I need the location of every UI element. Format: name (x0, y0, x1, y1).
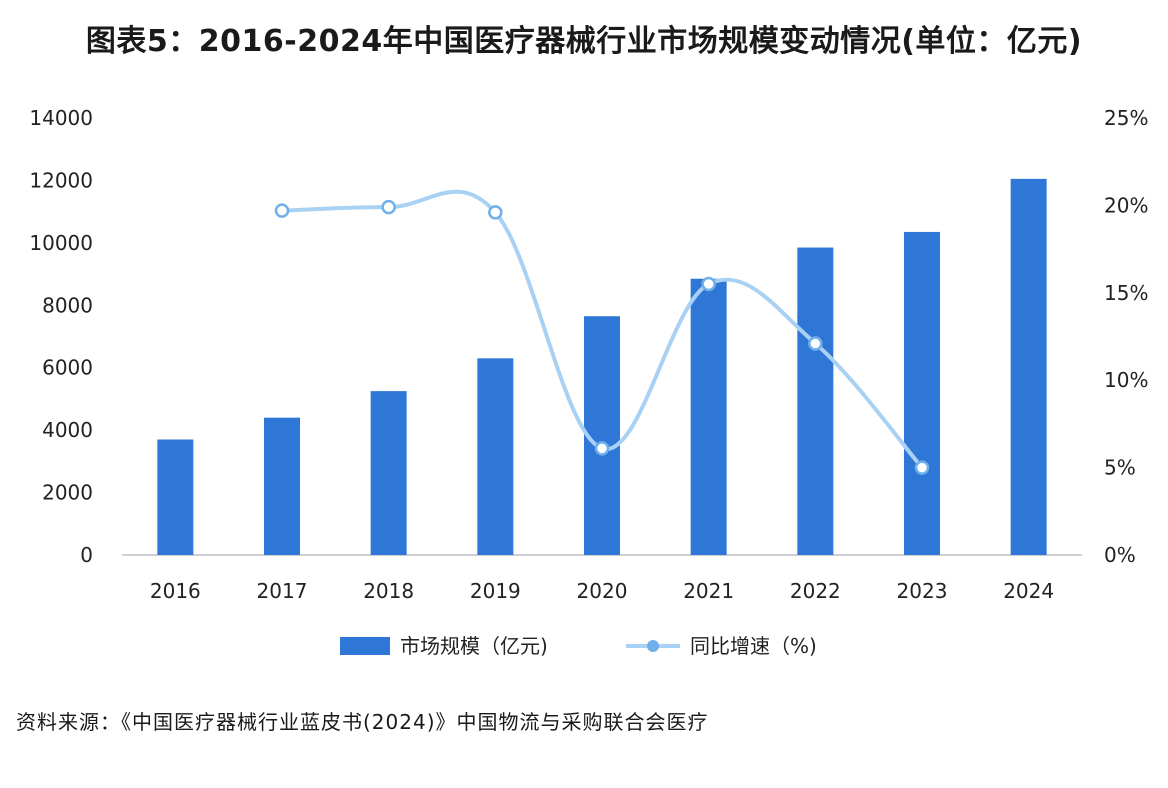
bar-2019 (477, 358, 514, 555)
x-axis-tick-label: 2017 (257, 579, 308, 603)
right-axis-tick-label: 5% (1104, 456, 1136, 480)
growth-point-2021 (701, 276, 716, 292)
x-axis-tick-label: 2019 (470, 579, 521, 603)
legend-bar-label: 市场规模（亿元) (400, 634, 548, 658)
x-axis-tick-label: 2021 (683, 579, 734, 603)
legend-bar-swatch (340, 637, 390, 655)
growth-point-2020 (594, 441, 610, 456)
right-axis-tick-label: 0% (1104, 543, 1136, 567)
x-axis-tick-label: 2018 (363, 579, 414, 603)
left-axis-tick-label: 8000 (42, 293, 93, 317)
source-note: 资料来源：《中国医疗器械行业蓝皮书(2024)》中国物流与采购联合会医疗 (16, 710, 709, 734)
bar-2016 (157, 439, 194, 555)
x-axis-tick-label: 2022 (790, 579, 841, 603)
growth-point-2019 (488, 205, 503, 220)
chart-title: 图表5：2016-2024年中国医疗器械行业市场规模变动情况(单位：亿元) (85, 24, 1083, 59)
growth-point-2022 (808, 336, 823, 351)
right-axis-tick-label: 25% (1104, 106, 1148, 130)
right-axis-tick-label: 15% (1104, 281, 1148, 305)
legend-line-marker (647, 640, 659, 652)
x-axis-tick-label: 2020 (577, 579, 628, 603)
growth-point-2023 (914, 460, 930, 475)
bar-2022 (797, 247, 834, 555)
bar-2020 (584, 316, 620, 555)
left-axis-tick-label: 14000 (29, 106, 93, 130)
bar-2018 (370, 391, 407, 555)
left-axis-tick-label: 2000 (42, 481, 93, 505)
growth-point-2018 (381, 199, 396, 215)
source-fade (880, 700, 1168, 740)
left-axis-tick-label: 12000 (29, 168, 93, 192)
x-axis-tick-label: 2023 (897, 579, 948, 603)
bar-2021 (690, 278, 727, 555)
bar-2017 (264, 417, 300, 555)
x-axis-tick-label: 2016 (150, 579, 201, 603)
right-axis-tick-label: 20% (1104, 193, 1148, 217)
legend-line-label: 同比增速（%) (690, 634, 817, 658)
left-axis-tick-label: 0 (80, 543, 93, 567)
growth-point-2017 (274, 203, 290, 218)
bar-2023 (904, 231, 940, 556)
left-axis-tick-label: 10000 (29, 231, 93, 255)
left-axis-tick-label: 4000 (42, 418, 93, 442)
left-axis-tick-label: 6000 (42, 356, 93, 380)
bar-2024 (1010, 178, 1047, 555)
x-axis-tick-label: 2024 (1003, 579, 1054, 603)
right-axis-tick-label: 10% (1104, 368, 1148, 392)
